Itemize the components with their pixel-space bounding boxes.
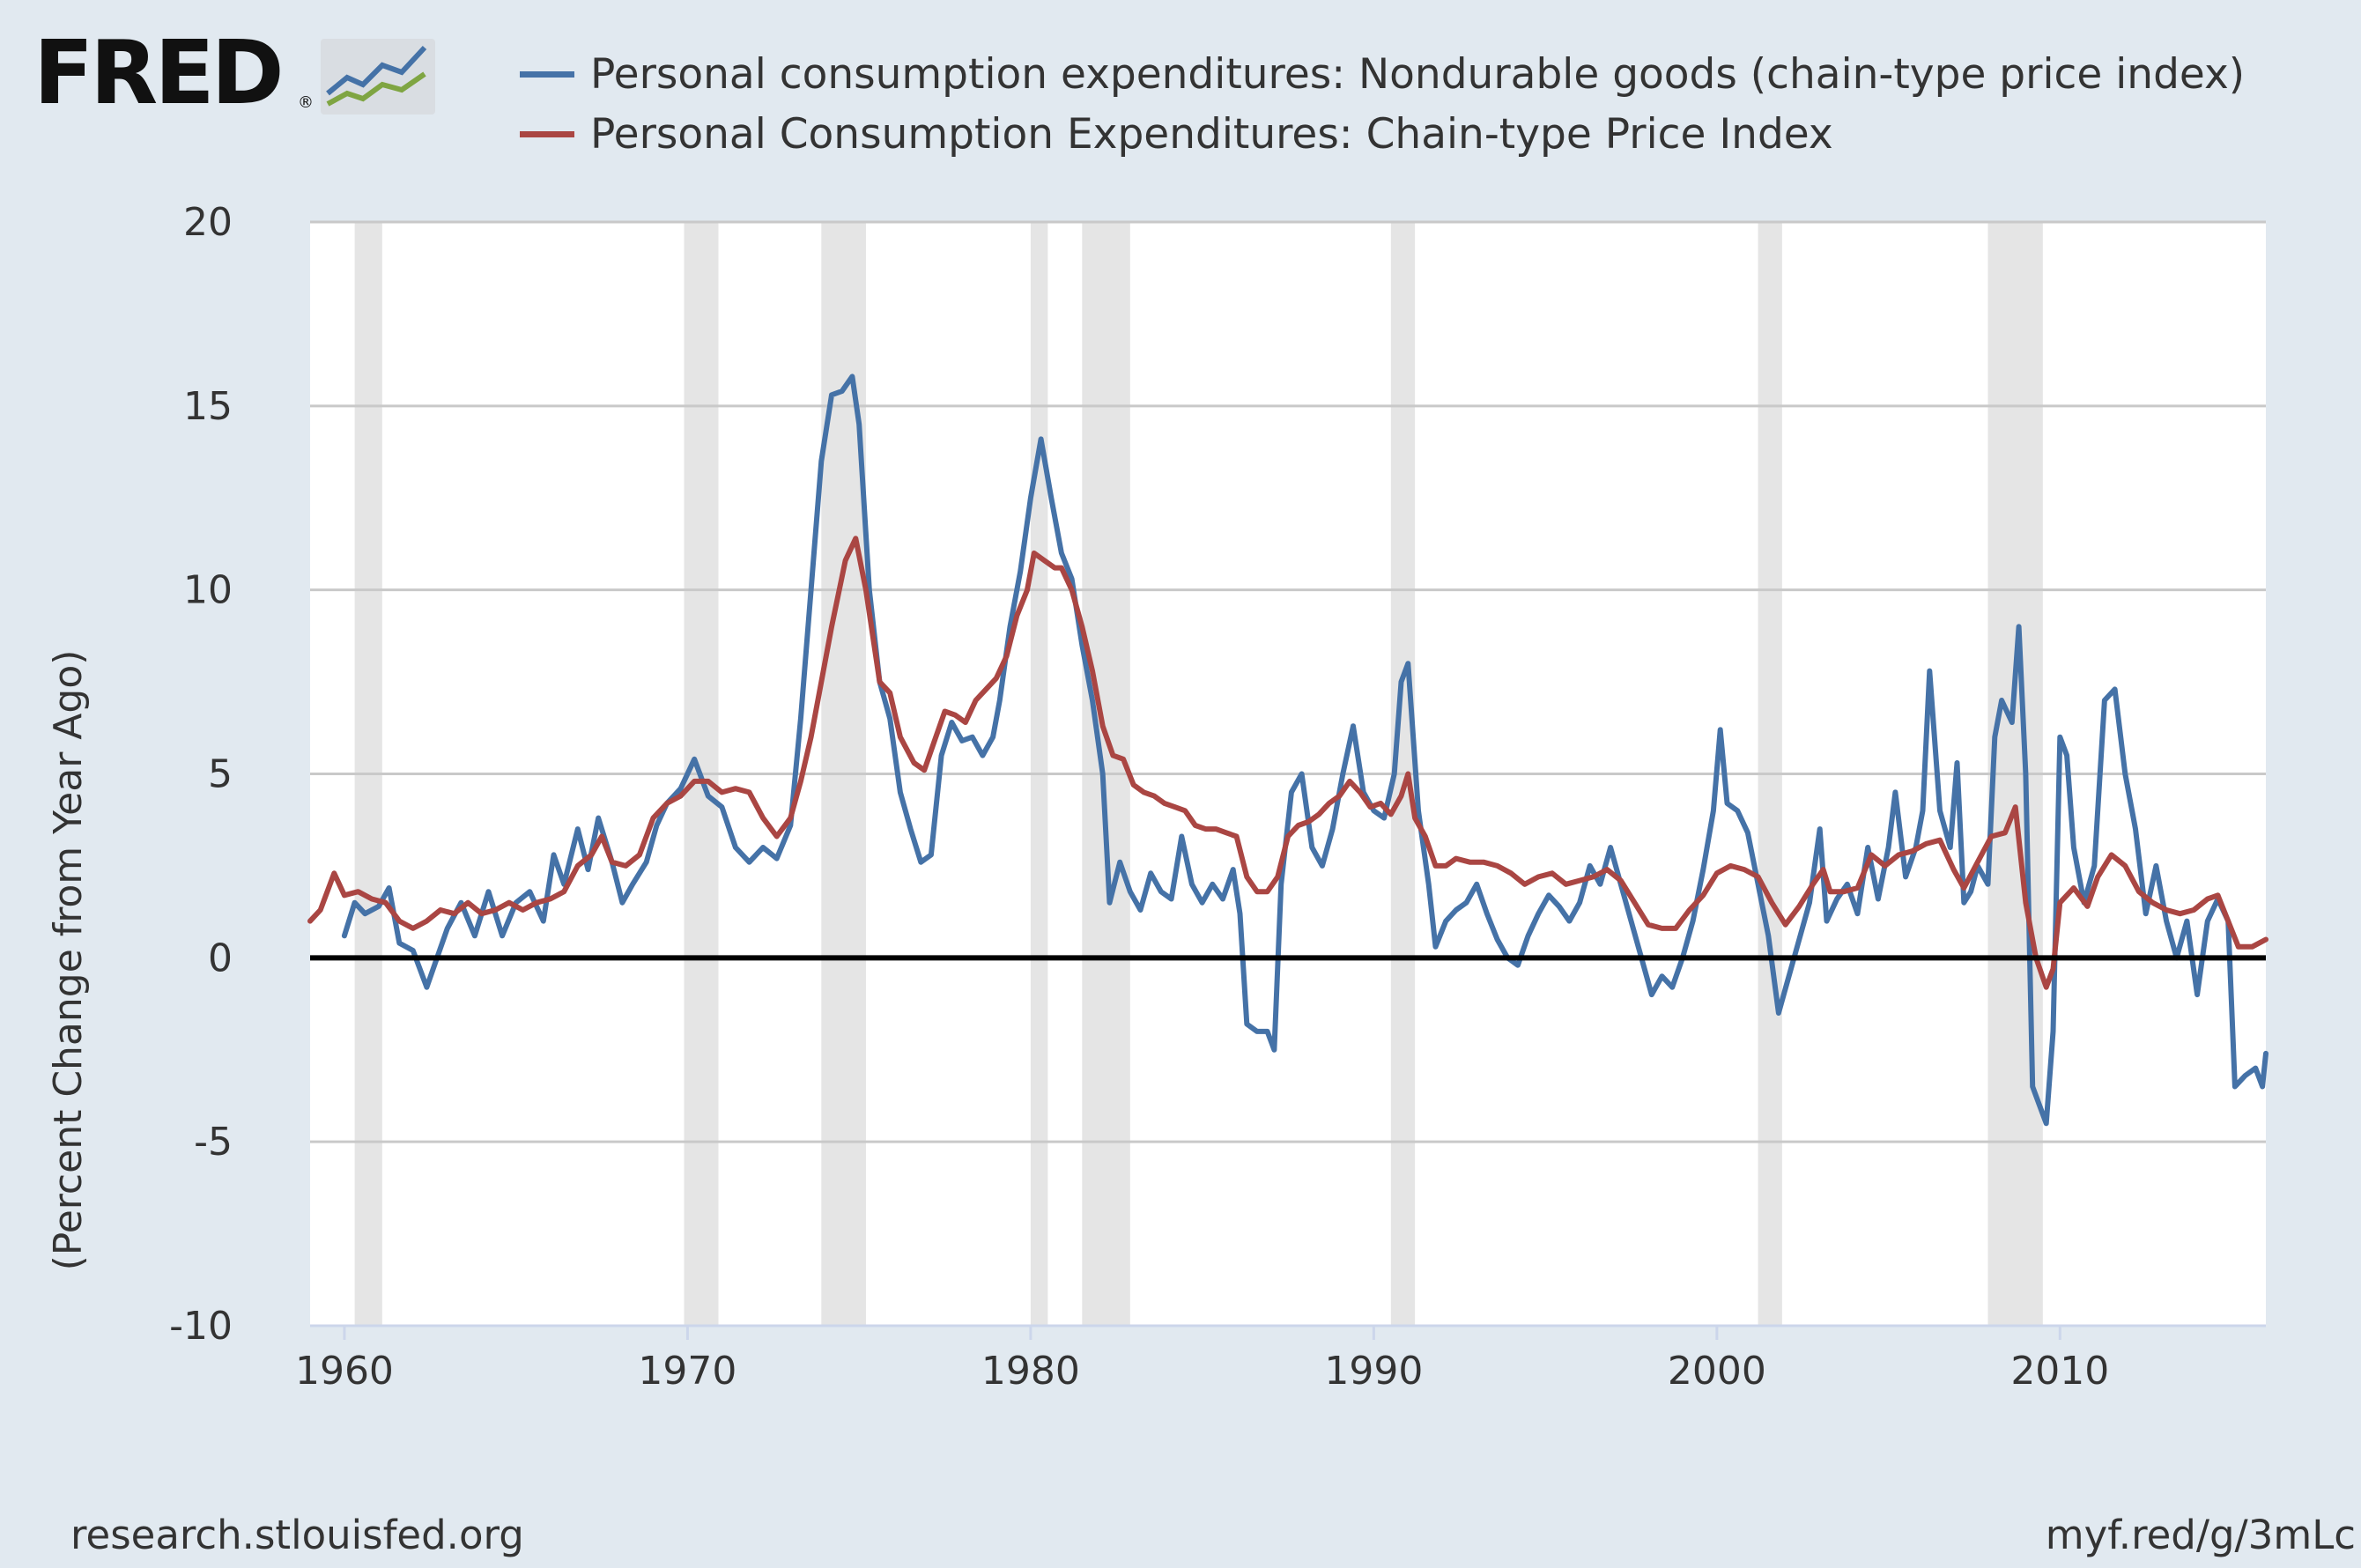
x-tick-label: 2000 [1668, 1349, 1766, 1394]
axes: -10 -5 0 5 10 15 20 1960 1970 1980 1990 2000 2010 [169, 200, 2266, 1394]
series-lines [307, 374, 2268, 1127]
y-tick-label: -5 [194, 1120, 233, 1165]
y-tick-label: 10 [183, 568, 233, 613]
legend-item-pce[interactable]: Personal Consumption Expenditures: Chain… [520, 104, 2245, 164]
x-tick-label: 1960 [295, 1349, 394, 1394]
x-tick-label: 1970 [638, 1349, 736, 1394]
y-tick-label: 15 [183, 384, 233, 429]
legend-swatch-pce [520, 130, 574, 137]
legend-swatch-nondurable [520, 70, 574, 78]
series-line-nondurable [341, 374, 2268, 1127]
y-axis-title: (Percent Change from Year Ago) [46, 650, 91, 1271]
chart-legend: Personal consumption expenditures: Nondu… [520, 44, 2245, 164]
y-tick-label: 20 [183, 200, 233, 245]
y-tick-label: 0 [208, 936, 233, 980]
fred-logo[interactable]: FRED ® [33, 25, 435, 122]
short-link[interactable]: myf.red/g/3mLc [2045, 1512, 2356, 1558]
x-tick-label: 2010 [2010, 1349, 2109, 1394]
fred-logo-graph-icon [321, 39, 435, 115]
legend-item-nondurable[interactable]: Personal consumption expenditures: Nondu… [520, 44, 2245, 104]
y-tick-label: -10 [169, 1304, 233, 1349]
legend-label-pce: Personal Consumption Expenditures: Chain… [590, 109, 1833, 159]
x-tick-label: 1980 [981, 1349, 1080, 1394]
gridlines [310, 220, 2266, 1143]
registered-mark: ® [298, 93, 314, 112]
series-line-pce [307, 536, 2268, 990]
source-link[interactable]: research.stlouisfed.org [70, 1512, 524, 1558]
fred-logo-text: FRED [33, 21, 285, 124]
legend-label-nondurable: Personal consumption expenditures: Nondu… [590, 49, 2246, 99]
y-tick-label: 5 [208, 752, 233, 797]
x-tick-label: 1990 [1324, 1349, 1423, 1394]
